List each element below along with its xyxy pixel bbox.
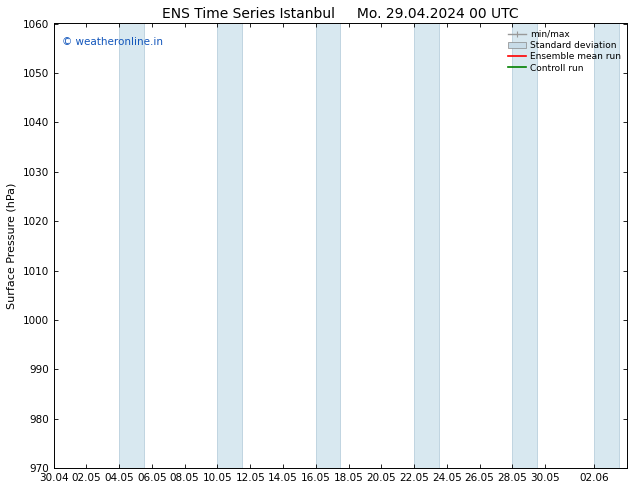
Legend: min/max, Standard deviation, Ensemble mean run, Controll run: min/max, Standard deviation, Ensemble me… xyxy=(507,28,623,74)
Text: © weatheronline.in: © weatheronline.in xyxy=(62,37,163,47)
Bar xyxy=(217,24,242,468)
Bar xyxy=(512,24,537,468)
Bar xyxy=(119,24,144,468)
Bar xyxy=(316,24,340,468)
Y-axis label: Surface Pressure (hPa): Surface Pressure (hPa) xyxy=(7,183,17,309)
Bar xyxy=(594,24,619,468)
Bar xyxy=(414,24,439,468)
Title: ENS Time Series Istanbul     Mo. 29.04.2024 00 UTC: ENS Time Series Istanbul Mo. 29.04.2024 … xyxy=(162,7,519,21)
